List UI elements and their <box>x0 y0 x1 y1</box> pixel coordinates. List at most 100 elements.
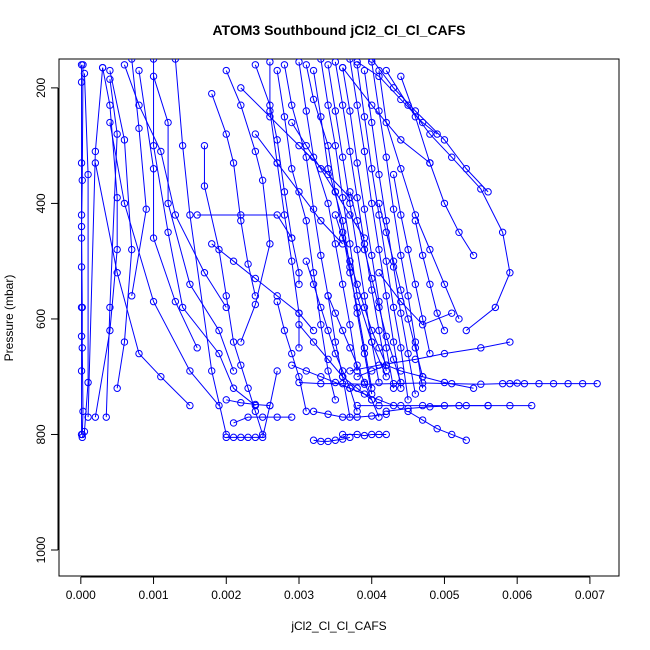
data-point <box>353 59 361 66</box>
data-point <box>375 72 383 81</box>
data-point <box>397 251 405 260</box>
data-point <box>368 274 376 283</box>
series-line <box>174 59 227 435</box>
data-point <box>368 101 376 109</box>
data-point <box>309 436 318 444</box>
data-point <box>193 211 201 219</box>
data-point <box>84 170 92 179</box>
data-point <box>338 326 347 335</box>
data-point <box>411 390 420 398</box>
data-point <box>237 84 245 92</box>
data-point <box>353 413 361 421</box>
data-point <box>426 280 434 288</box>
series-54 <box>331 211 390 369</box>
data-point <box>186 367 194 375</box>
series-22 <box>273 66 340 404</box>
data-point <box>448 153 456 161</box>
data-point <box>142 205 150 213</box>
data-point <box>520 379 529 388</box>
series-line <box>138 70 198 349</box>
data-point <box>484 188 492 196</box>
data-point <box>237 217 245 225</box>
data-point <box>106 118 114 127</box>
data-point <box>389 303 398 312</box>
data-point <box>295 373 303 381</box>
data-point <box>237 211 245 219</box>
data-point <box>77 159 86 167</box>
data-point <box>418 373 427 381</box>
data-point <box>477 344 485 352</box>
data-point <box>528 401 536 410</box>
data-point <box>404 396 412 404</box>
data-point <box>251 130 260 138</box>
data-point <box>346 188 354 196</box>
data-point <box>106 75 114 83</box>
data-point <box>375 430 383 439</box>
data-point <box>324 410 332 418</box>
data-point <box>397 378 405 387</box>
data-point <box>128 292 136 300</box>
data-point <box>317 437 325 446</box>
data-point <box>404 292 412 300</box>
data-point <box>331 436 340 444</box>
data-point <box>426 349 434 358</box>
data-point <box>331 240 340 248</box>
data-point <box>346 321 354 329</box>
data-point <box>229 419 238 427</box>
series-38 <box>353 59 441 138</box>
data-point <box>324 199 332 208</box>
data-point <box>549 379 558 388</box>
series-line <box>356 64 409 400</box>
data-point <box>295 269 303 277</box>
data-point <box>266 107 274 115</box>
data-point <box>448 430 456 439</box>
data-point <box>78 433 86 442</box>
data-point <box>382 118 390 127</box>
series-67 <box>229 413 296 427</box>
data-point <box>360 390 369 398</box>
data-point <box>426 245 434 254</box>
data-point <box>106 326 114 335</box>
data-point <box>324 355 332 364</box>
data-point <box>331 211 340 219</box>
data-point <box>295 321 303 329</box>
data-point <box>440 280 449 288</box>
data-point <box>462 326 470 335</box>
series-line <box>94 162 191 406</box>
x-axis-label: jCl2_Cl_Cl_CAFS <box>290 619 386 633</box>
data-point <box>593 379 601 388</box>
data-point <box>79 61 87 69</box>
data-point <box>498 228 507 237</box>
series-line <box>153 76 235 372</box>
data-point <box>258 433 267 442</box>
series-2 <box>78 69 92 442</box>
series-line <box>197 214 293 239</box>
series-line <box>81 64 84 435</box>
series-line <box>356 61 438 135</box>
data-point <box>498 379 507 388</box>
data-point <box>375 401 383 410</box>
data-point <box>338 367 347 375</box>
series-line <box>356 364 474 389</box>
series-line <box>94 67 118 418</box>
data-point <box>317 379 325 388</box>
data-point <box>251 400 260 409</box>
data-point <box>382 332 390 340</box>
data-point <box>578 379 587 388</box>
data-point <box>84 378 92 387</box>
data-point <box>331 188 340 196</box>
series-42 <box>506 379 601 388</box>
data-point <box>368 118 376 127</box>
data-point <box>120 199 129 208</box>
data-point <box>353 61 361 69</box>
data-point <box>77 332 86 340</box>
data-point <box>237 361 245 369</box>
data-point <box>135 349 143 358</box>
data-point <box>331 59 340 66</box>
x-tick-label: 0.002 <box>211 588 241 602</box>
data-point <box>302 141 310 150</box>
data-point <box>448 309 456 317</box>
data-point <box>171 59 180 63</box>
series-line <box>371 61 424 389</box>
data-point <box>389 401 398 410</box>
